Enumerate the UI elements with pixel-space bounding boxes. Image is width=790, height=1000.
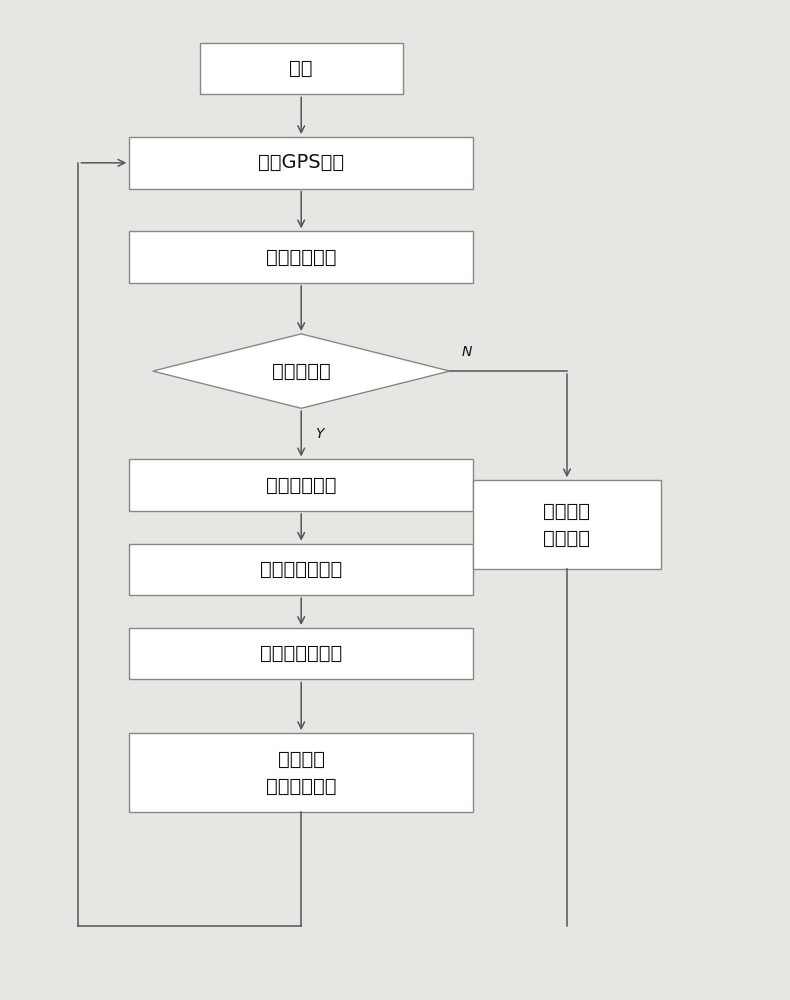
FancyBboxPatch shape [130, 544, 473, 595]
FancyBboxPatch shape [473, 480, 660, 569]
Text: 得到时间信息: 得到时间信息 [266, 248, 337, 267]
Text: N: N [461, 345, 472, 359]
Polygon shape [152, 334, 450, 408]
FancyBboxPatch shape [130, 137, 473, 189]
FancyBboxPatch shape [200, 43, 403, 94]
FancyBboxPatch shape [130, 459, 473, 511]
Text: 读取GPS信息: 读取GPS信息 [258, 153, 344, 172]
Text: 驱动电机
调整支架角度: 驱动电机 调整支架角度 [266, 750, 337, 795]
Text: 开始: 开始 [289, 59, 313, 78]
Text: 计算太阳方位角: 计算太阳方位角 [260, 560, 342, 579]
Text: 是白天么？: 是白天么？ [272, 362, 330, 381]
FancyBboxPatch shape [130, 231, 473, 283]
FancyBboxPatch shape [130, 733, 473, 812]
Text: 驱动电机
支架复位: 驱动电机 支架复位 [544, 502, 590, 548]
Text: 计算太阳高度角: 计算太阳高度角 [260, 644, 342, 663]
FancyBboxPatch shape [130, 628, 473, 679]
Text: Y: Y [315, 427, 324, 441]
Text: 得到位置信息: 得到位置信息 [266, 476, 337, 495]
